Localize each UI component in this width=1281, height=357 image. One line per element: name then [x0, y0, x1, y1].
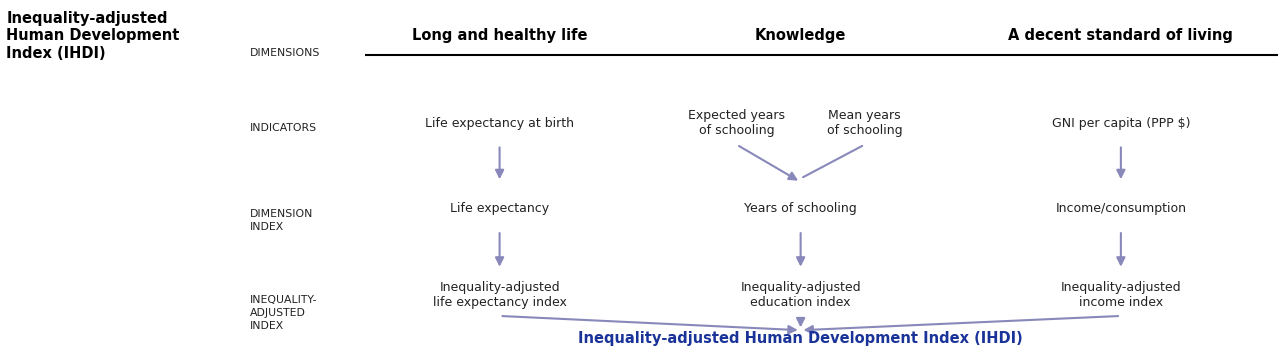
Text: Mean years
of schooling: Mean years of schooling: [826, 109, 903, 137]
Text: Life expectancy: Life expectancy: [450, 202, 550, 215]
Text: DIMENSIONS: DIMENSIONS: [250, 48, 320, 58]
Text: Inequality-adjusted
life expectancy index: Inequality-adjusted life expectancy inde…: [433, 281, 566, 308]
Text: Inequality-adjusted
education index: Inequality-adjusted education index: [740, 281, 861, 308]
Text: Inequality-adjusted
Human Development
Index (IHDI): Inequality-adjusted Human Development In…: [6, 11, 179, 60]
Text: INDICATORS: INDICATORS: [250, 123, 316, 133]
Text: Life expectancy at birth: Life expectancy at birth: [425, 117, 574, 130]
Text: DIMENSION
INDEX: DIMENSION INDEX: [250, 209, 313, 232]
Text: Long and healthy life: Long and healthy life: [411, 28, 588, 43]
Text: Inequality-adjusted
income index: Inequality-adjusted income index: [1061, 281, 1181, 308]
Text: Inequality-adjusted Human Development Index (IHDI): Inequality-adjusted Human Development In…: [578, 331, 1024, 346]
Text: Knowledge: Knowledge: [755, 28, 847, 43]
Text: Years of schooling: Years of schooling: [744, 202, 857, 215]
Text: GNI per capita (PPP $): GNI per capita (PPP $): [1052, 117, 1190, 130]
Text: Expected years
of schooling: Expected years of schooling: [688, 109, 785, 137]
Text: INEQUALITY-
ADJUSTED
INDEX: INEQUALITY- ADJUSTED INDEX: [250, 295, 318, 331]
Text: A decent standard of living: A decent standard of living: [1008, 28, 1234, 43]
Text: Income/consumption: Income/consumption: [1056, 202, 1186, 215]
